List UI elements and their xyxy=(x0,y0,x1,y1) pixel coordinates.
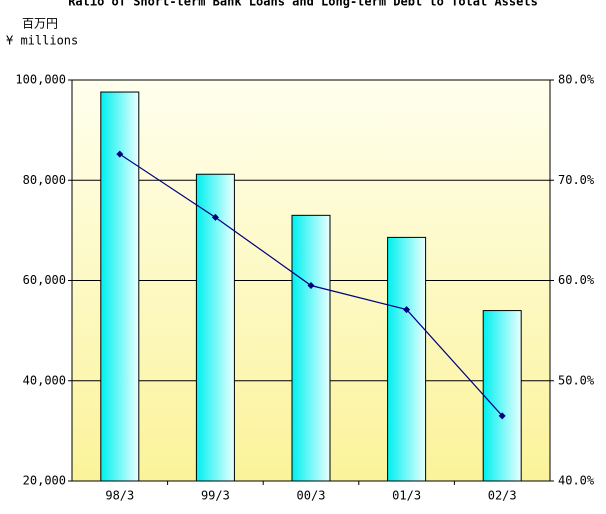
x-tick-label: 02/3 xyxy=(488,489,517,503)
y2-tick-label: 50.0% xyxy=(558,373,595,387)
unit-label: ¥ millions xyxy=(6,34,78,48)
bar xyxy=(195,173,235,482)
line-marker xyxy=(307,282,315,290)
line-marker xyxy=(403,306,411,314)
y2-tick-label: 70.0% xyxy=(558,173,595,187)
chart-title: Ratio of Short-term Bank Loans and Long-… xyxy=(68,0,538,9)
x-tick-label: 98/3 xyxy=(105,489,134,503)
y2-tick-label: 80.0% xyxy=(558,73,595,87)
y-tick-label: 40,000 xyxy=(23,373,66,387)
bar xyxy=(482,310,522,482)
line-marker xyxy=(211,213,219,221)
y-tick-label: 60,000 xyxy=(23,273,66,287)
y2-tick-label: 40.0% xyxy=(558,474,595,488)
y-tick-label: 20,000 xyxy=(23,474,66,488)
y-tick-label: 80,000 xyxy=(23,173,66,187)
x-tick-label: 00/3 xyxy=(297,489,326,503)
unit-label: 百万円 xyxy=(22,17,58,31)
line-marker xyxy=(498,412,506,420)
bar xyxy=(100,91,140,482)
bar xyxy=(291,214,331,482)
x-tick-label: 99/3 xyxy=(201,489,230,503)
bar xyxy=(387,236,427,482)
x-tick-label: 01/3 xyxy=(392,489,421,503)
y-tick-label: 100,000 xyxy=(15,73,66,87)
line-marker xyxy=(116,150,124,158)
y2-tick-label: 60.0% xyxy=(558,273,595,287)
